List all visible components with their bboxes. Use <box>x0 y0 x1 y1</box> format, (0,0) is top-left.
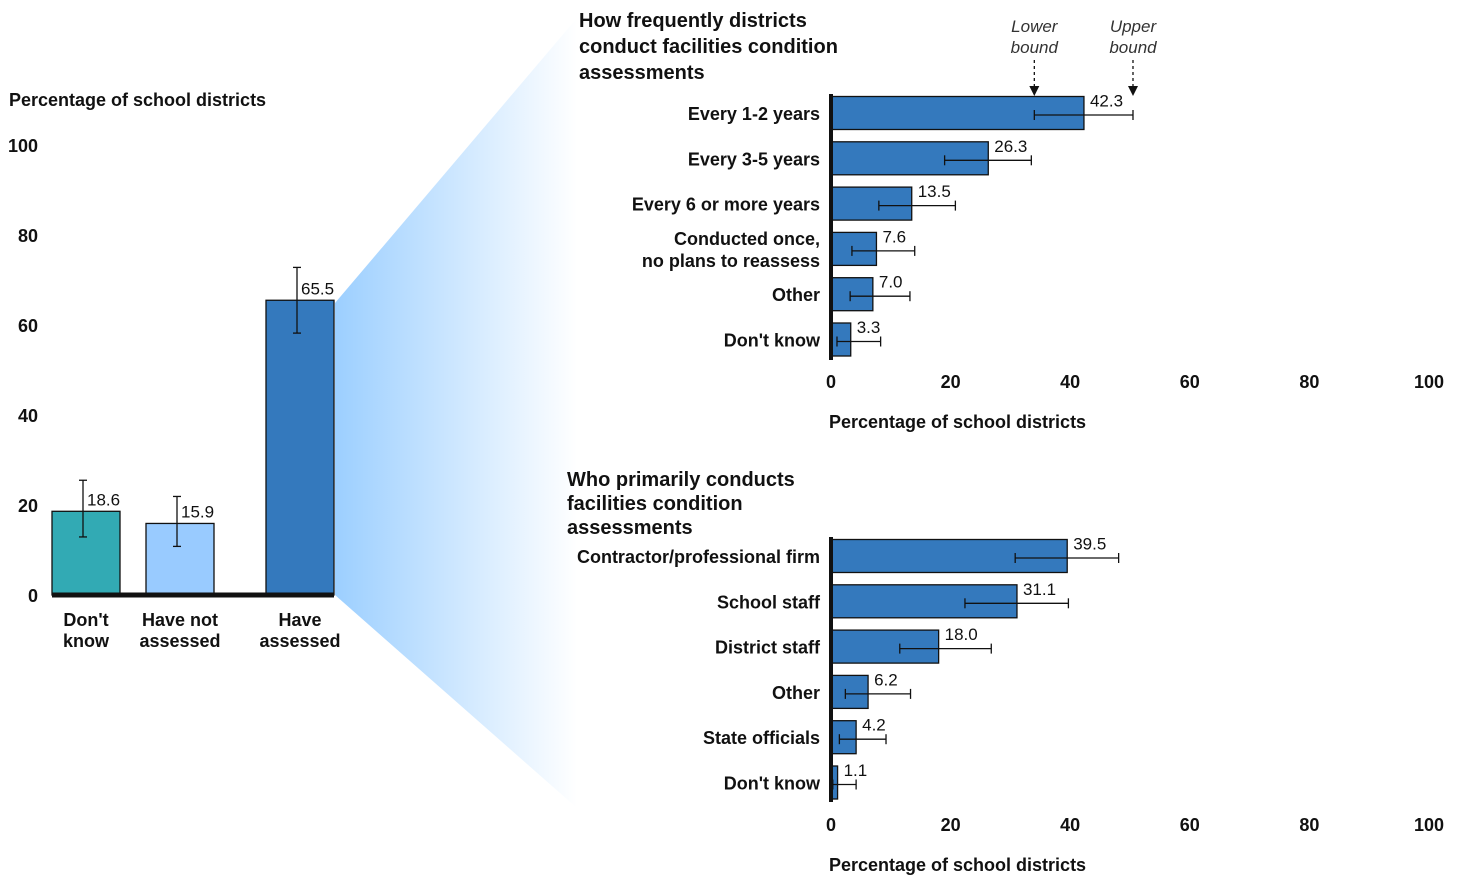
bar <box>830 95 1085 131</box>
bar <box>145 522 215 596</box>
bar <box>830 584 1018 619</box>
data-label: 39.5 <box>1073 535 1106 554</box>
data-label: 18.0 <box>945 625 978 644</box>
y-tick-label: 20 <box>18 496 38 516</box>
category-label: assessed <box>259 631 340 651</box>
category-label: School staff <box>717 592 821 612</box>
category-label: Contractor/professional firm <box>577 547 820 567</box>
data-label: 7.0 <box>879 273 903 292</box>
bar <box>51 510 121 596</box>
category-label: Don't know <box>724 331 821 351</box>
category-label: Every 3-5 years <box>688 149 820 169</box>
x-tick-label: 40 <box>1060 372 1080 392</box>
category-label: Have not <box>142 610 218 630</box>
bar <box>830 322 852 357</box>
category-label: know <box>63 631 110 651</box>
lower-bound-arrowhead <box>1029 86 1040 96</box>
bar <box>830 231 878 267</box>
category-label: Have <box>278 610 321 630</box>
chart-title: Who primarily conducts <box>567 469 795 491</box>
category-label: Other <box>772 683 820 703</box>
bar <box>265 299 335 596</box>
category-label: Conducted once, <box>674 229 820 249</box>
data-label: 6.2 <box>874 670 898 689</box>
category-label: assessed <box>139 631 220 651</box>
category-label: Don't know <box>724 774 821 794</box>
upper-bound-label: bound <box>1109 38 1157 57</box>
overview-chart: Percentage of school districts 0 20 40 60 80 1… <box>8 90 341 651</box>
category-label: Every 1-2 years <box>688 104 820 124</box>
x-tick-label: 0 <box>826 815 836 835</box>
data-label: 13.5 <box>918 182 951 201</box>
data-label: 31.1 <box>1023 580 1056 599</box>
x-tick-label: 60 <box>1180 372 1200 392</box>
data-label: 1.1 <box>844 761 868 780</box>
bar <box>830 186 913 221</box>
x-tick-label: 80 <box>1299 372 1319 392</box>
x-tick-label: 80 <box>1299 815 1319 835</box>
upper-bound-label: Upper <box>1110 17 1158 36</box>
data-label: 15.9 <box>181 502 214 521</box>
category-label: District staff <box>715 638 821 658</box>
category-label: State officials <box>703 728 820 748</box>
zoom-connector <box>335 18 577 808</box>
bar <box>830 538 1068 574</box>
x-tick-label: 0 <box>826 372 836 392</box>
x-axis-title: Percentage of school districts <box>829 412 1086 432</box>
y-axis-title: Percentage of school districts <box>9 90 266 110</box>
upper-bound-arrowhead <box>1127 86 1138 96</box>
bar <box>830 141 989 176</box>
y-tick-label: 60 <box>18 316 38 336</box>
chart-title: conduct facilities condition <box>579 36 838 58</box>
chart-title: assessments <box>579 62 705 84</box>
y-tick-label: 80 <box>18 226 38 246</box>
bar <box>830 277 874 312</box>
data-label: 3.3 <box>857 318 881 337</box>
y-tick-label: 0 <box>28 586 38 606</box>
x-tick-label: 60 <box>1180 815 1200 835</box>
data-label: 7.6 <box>882 227 906 246</box>
x-tick-label: 20 <box>941 815 961 835</box>
frequency-chart: How frequently districts conduct faciliti… <box>579 10 1444 432</box>
y-tick-label: 100 <box>8 136 38 156</box>
x-tick-label: 100 <box>1414 815 1444 835</box>
data-label: 65.5 <box>301 279 334 298</box>
lower-bound-label: Lower <box>1011 17 1059 36</box>
data-label: 26.3 <box>994 137 1027 156</box>
x-axis-title: Percentage of school districts <box>829 855 1086 875</box>
bar <box>830 674 869 710</box>
chart-title: assessments <box>567 517 693 539</box>
data-label: 4.2 <box>862 716 886 735</box>
x-tick-label: 20 <box>941 372 961 392</box>
chart-title: How frequently districts <box>579 10 807 32</box>
data-label: 42.3 <box>1090 92 1123 111</box>
category-label: no plans to reassess <box>642 251 820 271</box>
x-tick-label: 40 <box>1060 815 1080 835</box>
category-label: Don't <box>63 610 108 630</box>
category-label: Every 6 or more years <box>632 195 820 215</box>
category-label: Other <box>772 285 820 305</box>
bar <box>830 629 940 664</box>
y-tick-label: 40 <box>18 406 38 426</box>
data-label: 18.6 <box>87 490 120 509</box>
chart-title: facilities condition <box>567 493 743 515</box>
lower-bound-label: bound <box>1011 38 1059 57</box>
bar <box>830 720 857 755</box>
x-tick-label: 100 <box>1414 372 1444 392</box>
